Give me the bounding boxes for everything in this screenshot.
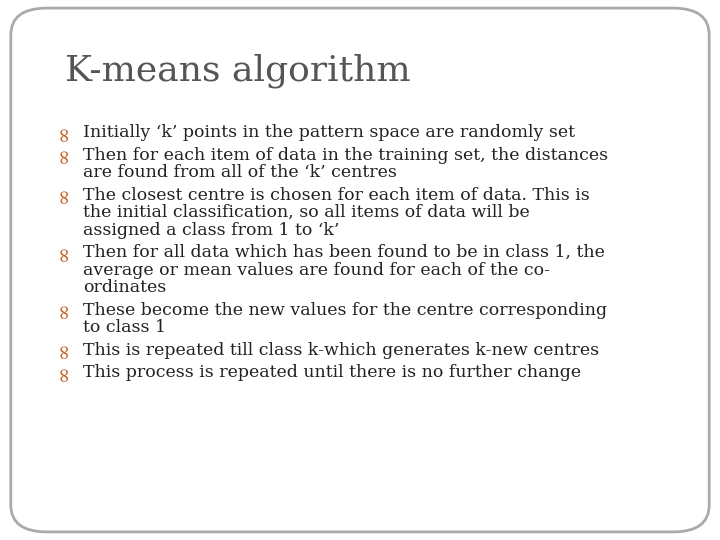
Text: are found from all of the ‘k’ centres: are found from all of the ‘k’ centres [83,164,397,181]
Text: ordinates: ordinates [83,279,166,296]
Text: Initially ‘k’ points in the pattern space are randomly set: Initially ‘k’ points in the pattern spac… [83,124,575,141]
Text: ∞: ∞ [54,342,73,359]
Text: ∞: ∞ [54,364,73,381]
Text: Then for each item of data in the training set, the distances: Then for each item of data in the traini… [83,147,608,164]
Text: K-means algorithm: K-means algorithm [65,54,410,89]
Text: The closest centre is chosen for each item of data. This is: The closest centre is chosen for each it… [83,187,590,204]
Text: ∞: ∞ [54,124,73,141]
Text: ∞: ∞ [54,302,73,319]
Text: ∞: ∞ [54,187,73,204]
Text: Then for all data which has been found to be in class 1, the: Then for all data which has been found t… [83,244,605,261]
Text: ∞: ∞ [54,244,73,261]
Text: assigned a class from 1 to ‘k’: assigned a class from 1 to ‘k’ [83,222,339,239]
Text: This process is repeated until there is no further change: This process is repeated until there is … [83,364,581,381]
Text: These become the new values for the centre corresponding: These become the new values for the cent… [83,302,607,319]
Text: the initial classification, so all items of data will be: the initial classification, so all items… [83,204,529,221]
Text: This is repeated till class k-which generates k-new centres: This is repeated till class k-which gene… [83,342,599,359]
Text: ∞: ∞ [54,147,73,164]
Text: average or mean values are found for each of the co-: average or mean values are found for eac… [83,262,550,279]
Text: to class 1: to class 1 [83,319,166,336]
